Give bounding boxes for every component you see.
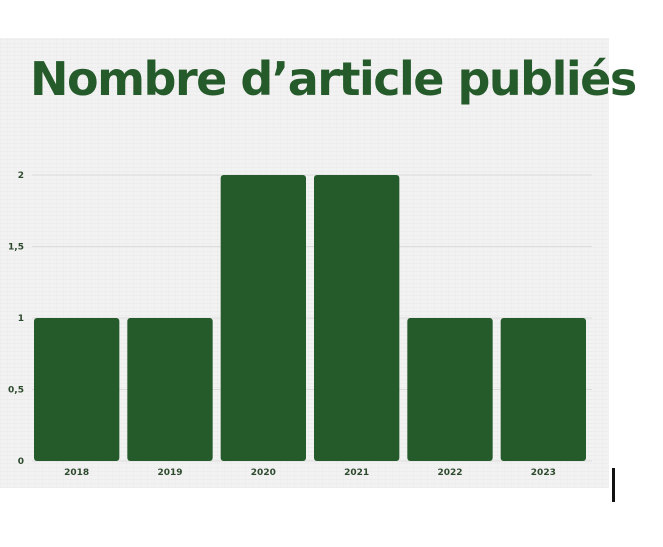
gridlines xyxy=(32,174,592,462)
y-tick-label: 0,5 xyxy=(8,386,24,396)
bar-2019 xyxy=(127,318,213,461)
x-tick-label: 2020 xyxy=(251,468,276,478)
y-tick-label: 1,5 xyxy=(8,243,24,253)
x-tick-label: 2019 xyxy=(157,468,182,478)
x-tick-label: 2022 xyxy=(437,468,462,478)
x-tick-label: 2023 xyxy=(531,468,556,478)
bar-2021 xyxy=(314,175,400,461)
x-tick-label: 2021 xyxy=(344,468,369,478)
bars xyxy=(34,175,586,461)
y-tick-label: 2 xyxy=(18,171,24,181)
chart-title: Nombre d’article publiés xyxy=(30,52,637,106)
bar-2022 xyxy=(407,318,493,461)
bar-2023 xyxy=(500,318,586,461)
y-tick-label: 1 xyxy=(18,314,24,324)
y-tick-label: 0 xyxy=(18,457,24,467)
bar-2020 xyxy=(220,175,306,461)
x-tick-label: 2018 xyxy=(64,468,89,478)
y-axis-ticks: 0 0,5 1 1,5 2 xyxy=(8,171,24,467)
x-axis-ticks: 2018 2019 2020 2021 2022 2023 xyxy=(64,468,556,478)
text-cursor-bar xyxy=(612,468,615,502)
bar-2018 xyxy=(34,318,120,461)
